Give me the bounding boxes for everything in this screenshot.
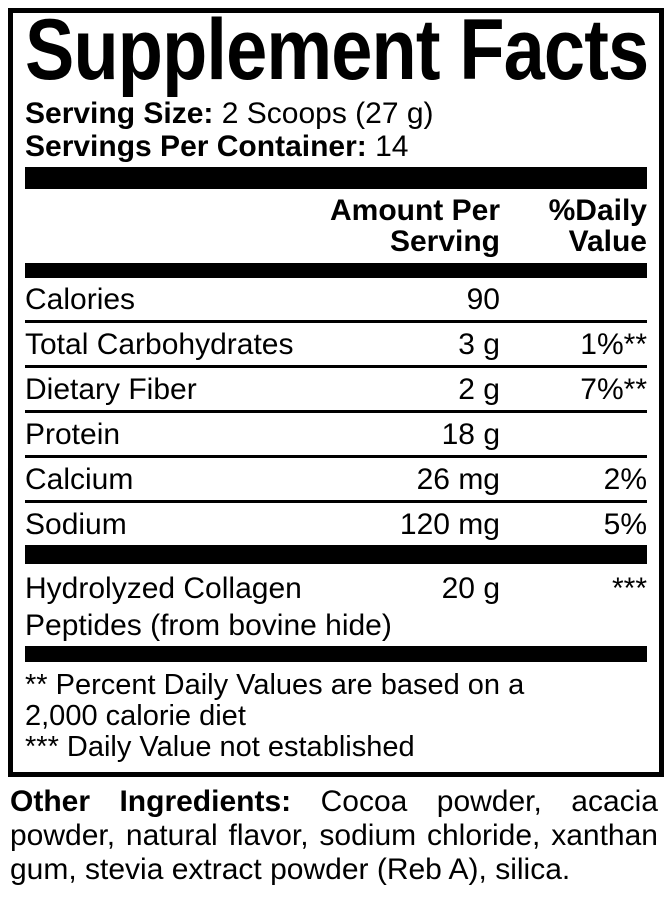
nutrient-amount: 90: [466, 283, 500, 316]
table-row: Protein 18 g: [25, 413, 647, 458]
serving-size-label: Serving Size:: [25, 97, 214, 130]
nutrient-daily-value: ***: [611, 572, 647, 605]
nutrient-daily-value: 7%**: [580, 373, 647, 406]
servings-per-container-value: 14: [375, 130, 409, 163]
nutrient-amount: 2 g: [458, 373, 500, 406]
nutrient-name: Protein: [25, 418, 121, 451]
collagen-row-line2: Peptides (from bovine hide): [25, 609, 392, 642]
separator-bar-above-collagen: [25, 548, 647, 564]
nutrient-amount: 20 g: [441, 572, 500, 605]
collagen-row-line1: Hydrolyzed Collagen 20 g ***: [25, 570, 647, 607]
separator-bar-under-header: [25, 263, 647, 278]
table-row: Total Carbohydrates 3 g 1%**: [25, 323, 647, 368]
nutrient-name: Total Carbohydrates: [25, 328, 294, 361]
serving-size-line: Serving Size: 2 Scoops (27 g): [25, 97, 647, 130]
nutrient-name: Sodium: [25, 508, 127, 541]
daily-value-header: %Daily Value: [548, 194, 647, 258]
column-header-row: Amount Per Serving %Daily Value: [25, 189, 647, 263]
other-ingredients-label: Other Ingredients:: [10, 785, 292, 818]
nutrient-daily-value: 5%: [603, 508, 647, 541]
separator-bar-top: [25, 167, 647, 189]
separator-bar-above-footnotes: [25, 646, 647, 662]
nutrient-amount: 120 mg: [399, 508, 500, 541]
footnote-line: *** Daily Value not established: [25, 731, 415, 763]
servings-per-container-line: Servings Per Container: 14: [25, 130, 647, 163]
panel-title-wrap: Supplement Facts: [25, 7, 649, 97]
other-ingredients-text: Cocoa powder, acacia powder, natural fla…: [10, 785, 658, 886]
table-row: Calcium 26 mg 2%: [25, 458, 647, 503]
nutrient-name: Calories: [25, 283, 136, 316]
servings-per-container-label: Servings Per Container:: [25, 130, 367, 163]
amount-per-serving-header: Amount Per Serving: [329, 194, 500, 258]
table-row: Calories 90: [25, 278, 647, 323]
collagen-row: Hydrolyzed Collagen 20 g *** Peptides (f…: [25, 564, 647, 646]
nutrient-daily-value: 2%: [603, 463, 647, 496]
nutrient-daily-value: 1%**: [580, 328, 647, 361]
supplement-facts-panel: Supplement Facts Serving Size: 2 Scoops …: [8, 7, 664, 777]
footnote-line: ** Percent Daily Values are based on a: [25, 669, 525, 701]
footnote-line: 2,000 calorie diet: [25, 700, 246, 732]
footnotes: ** Percent Daily Values are based on a 2…: [25, 662, 647, 763]
nutrient-amount: 18 g: [441, 418, 500, 451]
panel-title: Supplement Facts: [25, 2, 649, 98]
nutrient-name: Dietary Fiber: [25, 373, 197, 406]
nutrient-amount: 3 g: [458, 328, 500, 361]
nutrient-name: Hydrolyzed Collagen: [25, 572, 302, 605]
serving-size-value: 2 Scoops (27 g): [221, 97, 434, 130]
table-row: Sodium 120 mg 5%: [25, 503, 647, 548]
nutrient-name: Calcium: [25, 463, 134, 496]
nutrient-amount: 26 mg: [416, 463, 500, 496]
other-ingredients-paragraph: Other Ingredients: Cocoa powder, acacia …: [0, 785, 672, 887]
table-row: Dietary Fiber 2 g 7%**: [25, 368, 647, 413]
